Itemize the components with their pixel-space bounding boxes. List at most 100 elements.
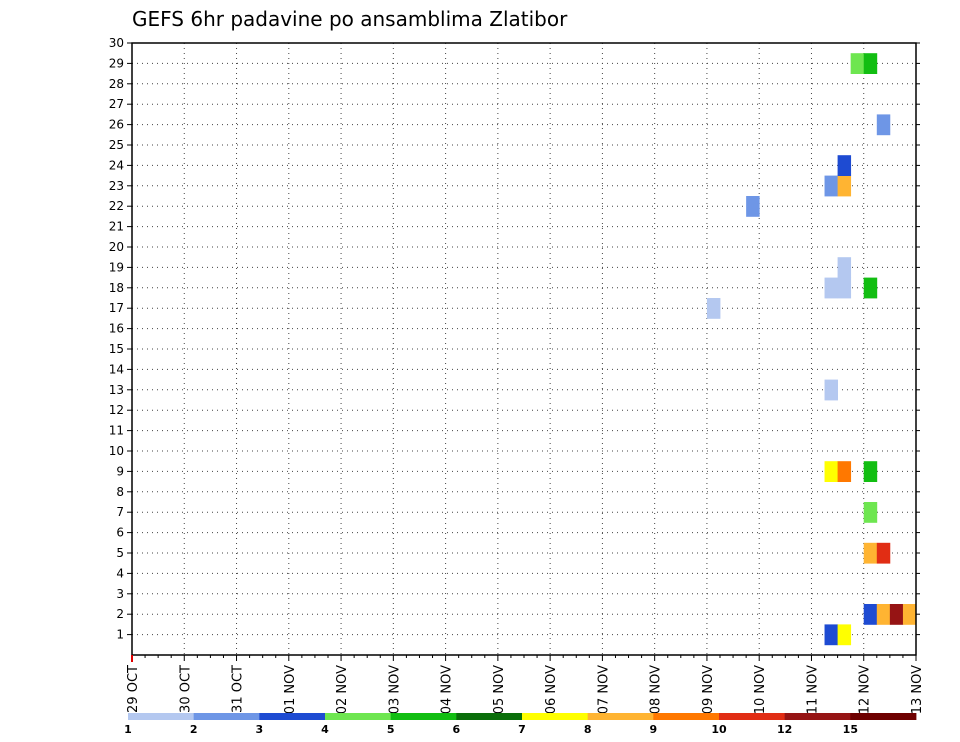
colorbar-label: 15 — [843, 723, 858, 736]
y-tick-label: 30 — [109, 36, 124, 50]
data-cell — [850, 53, 865, 74]
y-tick-label: 26 — [109, 118, 124, 132]
colorbar-label: 6 — [453, 723, 461, 736]
data-cell — [863, 542, 878, 564]
colorbar-segment — [719, 713, 786, 720]
x-tick-label: 02 NOV — [335, 665, 350, 714]
colorbar-label: 9 — [650, 723, 658, 736]
data-cell — [863, 502, 878, 523]
x-axis: 29 OCT 30 OCT 31 OCT 01 NOV 02 NOV 03 NOV 04 N… — [126, 655, 925, 714]
colorbar-segment — [456, 713, 523, 720]
data-cell — [837, 277, 852, 299]
x-tick-label: 09 NOV — [701, 665, 716, 714]
x-tick-label: 29 OCT — [126, 665, 141, 713]
y-tick-label: 5 — [116, 546, 124, 560]
data-cell — [889, 604, 904, 625]
data-cell — [706, 298, 721, 319]
grid — [132, 42, 916, 655]
y-tick-label: 4 — [116, 566, 124, 580]
plot-frame — [131, 42, 917, 656]
y-tick-label: 23 — [109, 179, 124, 193]
y-tick-label: 25 — [109, 138, 124, 152]
data-cell — [746, 196, 760, 217]
y-tick-label: 9 — [116, 464, 124, 478]
y-tick-label: 20 — [109, 240, 124, 254]
colorbar-segment — [128, 713, 195, 720]
x-tick-label: 08 NOV — [649, 665, 664, 714]
data-cell — [876, 114, 891, 136]
data-cell — [824, 461, 838, 482]
colorbar-label: 2 — [190, 723, 198, 736]
colorbar-segment — [850, 713, 917, 720]
colorbar-label: 1 — [124, 723, 132, 736]
x-tick-label: 31 OCT — [231, 665, 246, 713]
y-tick-label: 19 — [109, 260, 124, 274]
data-cell — [876, 542, 891, 564]
data-cell — [824, 175, 838, 197]
x-tick-label: 05 NOV — [492, 665, 507, 714]
y-tick-label: 18 — [109, 281, 124, 295]
chart-title: GEFS 6hr padavine po ansamblima Zlatibor — [132, 7, 568, 31]
colorbar-label: 8 — [584, 723, 592, 736]
x-tick-label: 03 NOV — [387, 665, 402, 714]
data-cell — [824, 624, 838, 646]
x-tick-label: 01 NOV — [283, 665, 298, 714]
colorbar-segment — [193, 713, 260, 720]
data-cell — [876, 604, 891, 625]
colorbar-segment — [522, 713, 589, 720]
y-tick-label: 29 — [109, 56, 124, 70]
y-tick-label: 22 — [109, 199, 124, 213]
colorbar-segment — [653, 713, 720, 720]
y-tick-label: 17 — [109, 301, 124, 315]
data-cell — [837, 257, 852, 278]
y-tick-label: 28 — [109, 77, 124, 91]
y-tick-label: 3 — [116, 587, 124, 601]
y-tick-label: 15 — [109, 342, 124, 356]
colorbar-segment — [784, 713, 851, 720]
colorbar-label: 5 — [387, 723, 395, 736]
x-tick-label: 07 NOV — [596, 665, 611, 714]
y-axis: 1234567891011121314151617181920212223242… — [109, 36, 920, 642]
data-cells — [706, 53, 917, 646]
colorbar-label: 7 — [518, 723, 526, 736]
data-cell — [863, 277, 878, 299]
y-tick-label: 24 — [109, 158, 124, 172]
y-tick-label: 8 — [116, 485, 124, 499]
colorbar-label: 4 — [321, 723, 329, 736]
y-tick-label: 11 — [109, 424, 124, 438]
y-tick-label: 12 — [109, 403, 124, 417]
colorbar-segment — [390, 713, 457, 720]
colorbar: 1 2 3 4 5 6 7 8 9 10 12 15 — [124, 713, 917, 736]
data-cell — [837, 155, 852, 176]
data-cell — [863, 461, 878, 482]
y-tick-label: 13 — [109, 383, 124, 397]
data-cell — [837, 461, 852, 482]
x-tick-label: 30 OCT — [178, 665, 193, 713]
data-cell — [837, 624, 852, 646]
data-cell — [837, 175, 852, 197]
y-tick-label: 10 — [109, 444, 124, 458]
data-cell — [863, 53, 878, 74]
data-cell — [863, 604, 878, 625]
colorbar-segment — [325, 713, 392, 720]
y-tick-label: 2 — [116, 607, 124, 621]
y-tick-label: 14 — [109, 362, 124, 376]
x-tick-label: 12 NOV — [858, 665, 873, 714]
x-tick-label: 10 NOV — [753, 665, 768, 714]
colorbar-label: 12 — [777, 723, 792, 736]
y-tick-label: 16 — [109, 322, 124, 336]
y-tick-label: 7 — [116, 505, 124, 519]
x-tick-label: 11 NOV — [805, 665, 820, 714]
y-tick-label: 21 — [109, 220, 124, 234]
y-tick-label: 27 — [109, 97, 124, 111]
colorbar-label: 3 — [256, 723, 264, 736]
data-cell — [902, 604, 917, 625]
x-tick-label: 06 NOV — [544, 665, 559, 714]
y-tick-label: 1 — [116, 628, 124, 642]
x-tick-label: 04 NOV — [440, 665, 455, 714]
data-cell — [824, 379, 838, 401]
data-cell — [824, 277, 838, 299]
colorbar-segment — [259, 713, 326, 720]
